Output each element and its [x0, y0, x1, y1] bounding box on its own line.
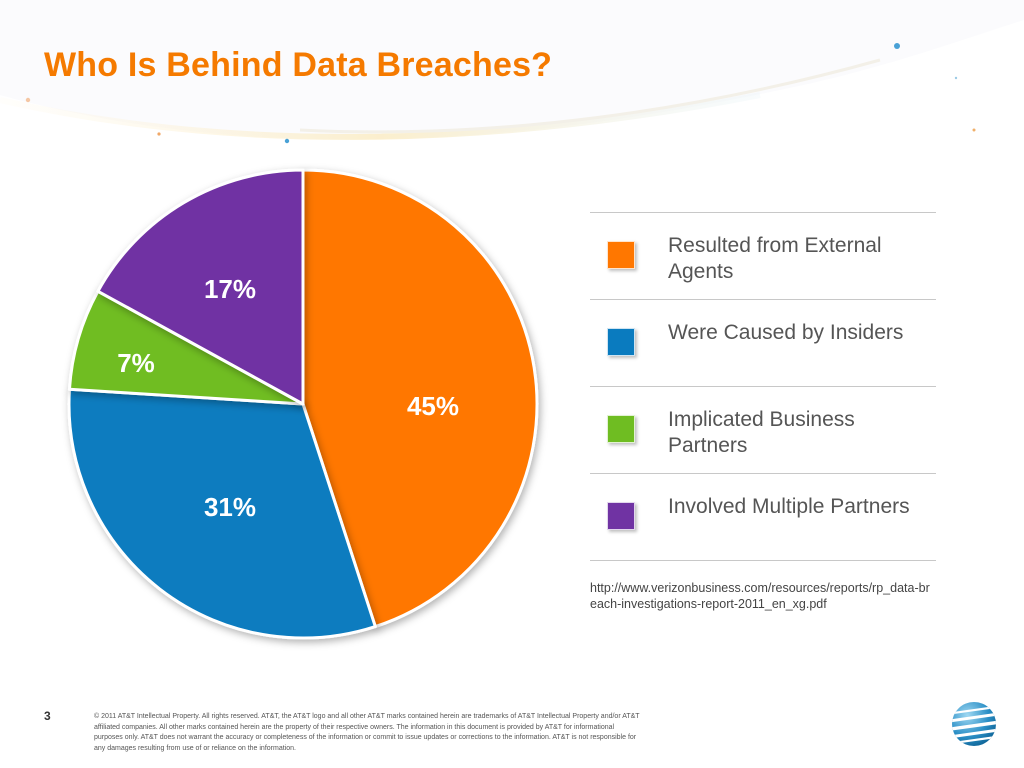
legend-swatch-orange [607, 241, 635, 269]
legend-item-insiders: Were Caused by Insiders [590, 299, 936, 386]
legend-label: Implicated Business Partners [668, 408, 855, 457]
legend-label: Were Caused by Insiders [668, 321, 904, 344]
legend-item-business-partners: Implicated Business Partners [590, 386, 936, 473]
chart-legend: Resulted from External Agents Were Cause… [590, 212, 936, 561]
slice-data-label: 7% [117, 348, 155, 378]
slide-title: Who Is Behind Data Breaches? [44, 46, 553, 84]
legend-swatch-blue [607, 328, 635, 356]
att-globe-logo-icon [952, 702, 996, 746]
pie-slice-3 [96, 168, 305, 406]
legend-label: Involved Multiple Partners [668, 495, 910, 518]
legend-item-external-agents: Resulted from External Agents [590, 212, 936, 299]
slice-data-label: 31% [204, 492, 256, 522]
slice-data-label: 17% [204, 274, 256, 304]
pie-slice-2 [67, 289, 305, 406]
legend-swatch-green [607, 415, 635, 443]
page-number: 3 [44, 709, 51, 723]
pie-slice-1 [67, 387, 377, 640]
header-decoration [0, 0, 1024, 144]
copyright-footer: © 2011 AT&T Intellectual Property. All r… [94, 713, 640, 752]
slice-data-label: 45% [407, 391, 459, 421]
pie-slice-0 [301, 168, 539, 629]
legend-swatch-purple [607, 502, 635, 530]
legend-label: Resulted from External Agents [668, 234, 882, 283]
legend-item-multiple-partners: Involved Multiple Partners [590, 473, 936, 561]
source-link[interactable]: http://www.verizonbusiness.com/resources… [590, 581, 930, 611]
